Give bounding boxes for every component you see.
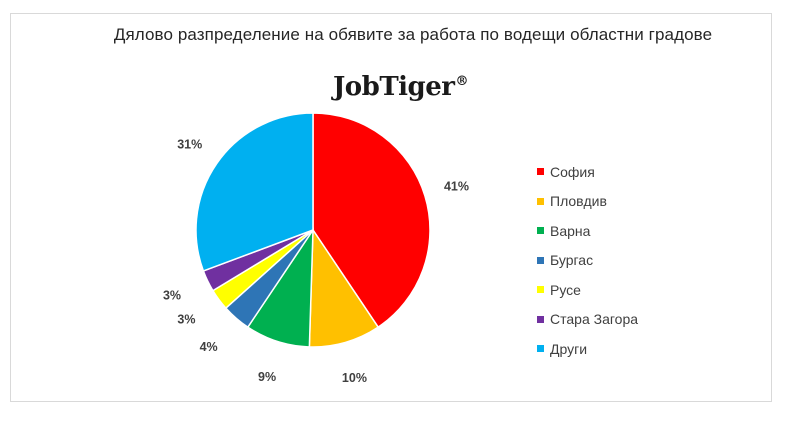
legend-swatch <box>537 315 544 323</box>
legend-item-2: Пловдив <box>537 187 638 217</box>
legend-label: София <box>550 163 595 180</box>
pie-slice-7 <box>195 112 314 272</box>
legend-label: Русе <box>550 281 581 298</box>
brand-trademark: ® <box>455 74 468 89</box>
pie-slice-1 <box>312 112 431 329</box>
data-label-1: 41% <box>444 179 469 193</box>
legend-swatch <box>537 227 544 235</box>
legend-item-4: Бургас <box>537 246 638 276</box>
pie-slice-2 <box>308 227 380 348</box>
legend-item-1: София <box>537 157 638 187</box>
brand-logo: JobTiger® <box>333 72 468 102</box>
data-label-5: 3% <box>177 312 195 326</box>
data-label-3: 9% <box>258 370 276 384</box>
data-label-2: 10% <box>342 371 367 385</box>
data-label-6: 3% <box>163 288 181 302</box>
legend-label: Пловдив <box>550 193 607 210</box>
legend-swatch <box>537 345 544 353</box>
legend-item-6: Стара Загора <box>537 305 638 335</box>
chart-title: Дялово разпределение на обявите за работ… <box>113 25 713 44</box>
legend-swatch <box>537 286 544 294</box>
legend-label: Стара Загора <box>550 311 639 328</box>
legend-item-5: Русе <box>537 275 638 305</box>
legend-item-3: Варна <box>537 216 638 246</box>
legend-label: Други <box>550 340 588 357</box>
legend-swatch <box>537 256 544 264</box>
legend-item-7: Други <box>537 334 638 364</box>
brand-name: JobTiger <box>333 72 455 102</box>
data-label-7: 31% <box>177 137 202 151</box>
legend-swatch <box>537 168 544 176</box>
legend-label: Варна <box>550 222 591 239</box>
legend-swatch <box>537 197 544 205</box>
legend-label: Бургас <box>550 252 594 269</box>
legend: София Пловдив Варна Бургас Русе Стара Загора Д… <box>537 157 638 364</box>
data-label-4: 4% <box>200 340 218 354</box>
